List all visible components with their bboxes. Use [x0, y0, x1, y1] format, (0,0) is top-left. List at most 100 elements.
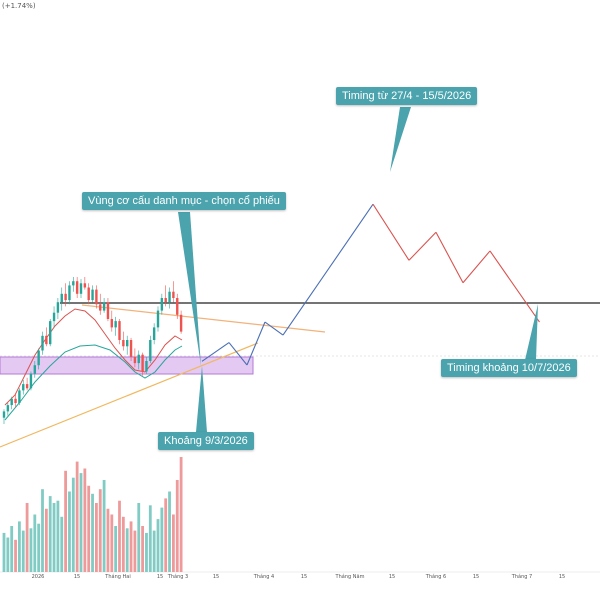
- x-tick-label: 15: [74, 574, 80, 580]
- x-tick-label: 15: [473, 574, 479, 580]
- candle: [25, 377, 29, 391]
- volume-bar: [172, 514, 175, 572]
- candle: [14, 394, 17, 408]
- candle-body: [156, 310, 160, 328]
- projection-down-segment: [372, 203, 410, 261]
- volume-bar: [106, 508, 110, 572]
- x-tick-label: Tháng Hai: [104, 573, 130, 580]
- candle-body: [87, 287, 90, 301]
- candle: [118, 319, 121, 345]
- candle: [45, 327, 48, 347]
- candle-body: [83, 283, 87, 288]
- volume-bar: [91, 493, 94, 572]
- callout-timing-range: Timing từ 27/4 - 15/5/2026: [336, 87, 478, 105]
- pointer-timing-end: [525, 304, 538, 360]
- volume-bar: [48, 496, 52, 572]
- candle: [152, 323, 156, 345]
- volume-bar: [160, 507, 164, 572]
- candle: [49, 319, 52, 347]
- volume-bar: [125, 528, 129, 572]
- callout-portfolio: Vùng cơ cấu danh mục - chọn cổ phiếu: [82, 192, 286, 210]
- candle-body: [72, 281, 75, 286]
- candle: [29, 371, 33, 391]
- volume-bar: [156, 519, 160, 572]
- x-tick-label: 2026: [32, 574, 45, 580]
- candle: [102, 298, 106, 313]
- candle-body: [95, 289, 98, 305]
- candle-body: [102, 302, 106, 311]
- candle-body: [52, 312, 56, 322]
- volume-bar: [56, 500, 60, 572]
- candle-body: [64, 293, 67, 301]
- candle: [176, 293, 179, 319]
- volume-bar: [118, 500, 121, 572]
- volume-bar: [33, 514, 37, 572]
- candle: [10, 396, 13, 410]
- candle: [87, 283, 90, 305]
- volume-bar: [41, 489, 44, 572]
- candle: [83, 277, 87, 290]
- candle-body: [41, 335, 44, 351]
- candle-body: [45, 335, 48, 345]
- volume-bar: [37, 523, 41, 572]
- candle-body: [14, 398, 17, 403]
- projection-up-segment: [264, 321, 284, 336]
- projection-up-segment: [201, 342, 230, 362]
- candle: [168, 287, 171, 309]
- ma-slow-line: [4, 344, 183, 421]
- candle: [122, 331, 125, 351]
- candle-body: [122, 340, 125, 347]
- volume-bar: [102, 480, 106, 572]
- support-zone: [0, 356, 254, 375]
- candle-body: [133, 356, 137, 364]
- candle-body: [168, 291, 171, 303]
- volume-bar: [179, 457, 183, 572]
- projection-down-segment: [489, 250, 540, 323]
- volume-bar: [75, 461, 79, 572]
- price-change-label: (+1.74%): [2, 2, 36, 10]
- pointer-portfolio: [178, 212, 201, 366]
- candle: [110, 310, 113, 332]
- candle: [2, 409, 6, 424]
- x-tick-label: Tháng 7: [511, 573, 532, 580]
- candle-body: [10, 398, 13, 406]
- candle: [164, 285, 167, 307]
- candle-body: [91, 289, 94, 301]
- x-tick-label: 15: [213, 574, 219, 580]
- volume-bar: [6, 537, 10, 572]
- x-tick-label: Tháng Năm: [335, 573, 365, 580]
- volume-bar: [83, 468, 87, 572]
- volume-bar: [18, 521, 21, 572]
- candle: [160, 293, 164, 315]
- candle-body: [114, 321, 117, 328]
- x-tick-label: 15: [301, 574, 307, 580]
- candle: [6, 403, 10, 416]
- candle: [64, 283, 67, 307]
- volume-bar: [168, 491, 171, 572]
- volume-bar: [114, 526, 118, 572]
- candle-body: [37, 350, 40, 366]
- candle-body: [68, 285, 71, 301]
- candle: [56, 298, 60, 319]
- candle-body: [129, 340, 133, 357]
- candle-body: [25, 384, 29, 389]
- candle-body: [164, 298, 167, 303]
- candle: [137, 350, 140, 370]
- x-tick-label: Tháng 3: [167, 573, 188, 580]
- candle: [37, 348, 40, 370]
- volume-bar: [137, 503, 141, 572]
- candle-body: [18, 390, 21, 403]
- candle: [79, 279, 83, 298]
- volume-bar: [175, 480, 179, 572]
- candle-body: [160, 298, 164, 311]
- candle: [141, 352, 144, 376]
- x-axis: 2026 15 Tháng Hai 15 Tháng 3 15 Tháng 4 15 Tháng…: [32, 573, 566, 580]
- volume-bar: [141, 526, 144, 572]
- volume-bar: [121, 516, 125, 572]
- volume-bar: [79, 473, 83, 572]
- candle-body: [152, 327, 156, 340]
- candle: [33, 361, 36, 378]
- candle: [133, 348, 137, 368]
- candle-body: [176, 298, 179, 315]
